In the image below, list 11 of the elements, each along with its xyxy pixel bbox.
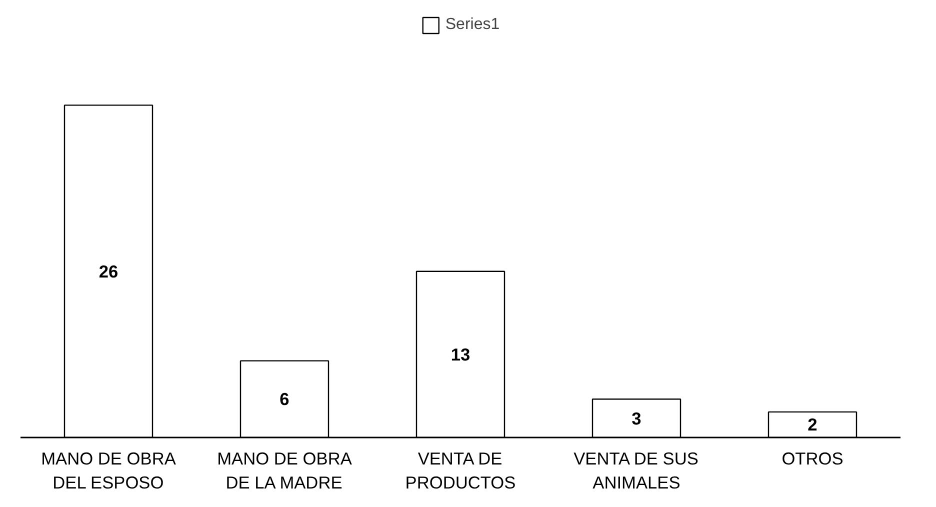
data-label: 13 — [450, 344, 470, 364]
x-tick-label: MANO DE OBRA DEL ESPOSO — [41, 448, 176, 492]
data-label: 3 — [632, 408, 642, 428]
x-tick-label: OTROS — [782, 448, 844, 468]
data-label: 2 — [808, 414, 818, 435]
data-label: 26 — [98, 261, 118, 282]
x-tick-label: MANO DE OBRA DE LA MADRE — [217, 448, 352, 492]
x-tick-label: VENTA DE SUS ANIMALES — [574, 448, 698, 492]
data-label: 6 — [280, 389, 290, 410]
x-tick-label: VENTA DE PRODUCTOS — [405, 448, 516, 492]
legend-label: Series1 — [445, 16, 500, 34]
